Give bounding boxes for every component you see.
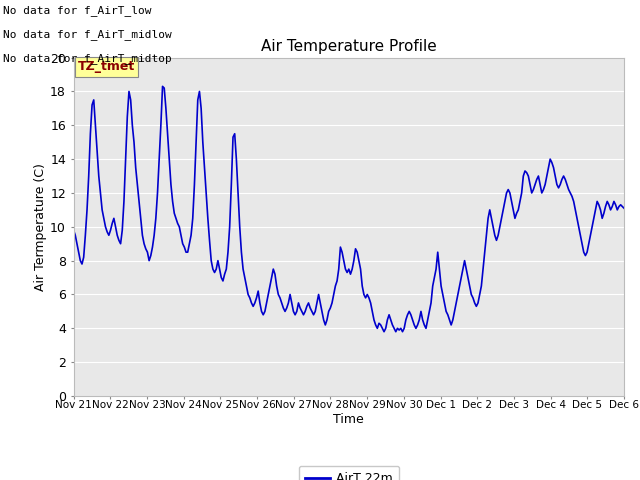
Text: No data for f_AirT_low: No data for f_AirT_low [3, 5, 152, 16]
X-axis label: Time: Time [333, 413, 364, 426]
Legend: AirT 22m: AirT 22m [298, 466, 399, 480]
Text: TZ_tmet: TZ_tmet [78, 60, 135, 73]
Title: Air Temperature Profile: Air Temperature Profile [261, 39, 436, 54]
Y-axis label: Air Termperature (C): Air Termperature (C) [35, 163, 47, 291]
Text: No data for f_AirT_midlow: No data for f_AirT_midlow [3, 29, 172, 40]
Text: No data for f_AirT_midtop: No data for f_AirT_midtop [3, 53, 172, 64]
